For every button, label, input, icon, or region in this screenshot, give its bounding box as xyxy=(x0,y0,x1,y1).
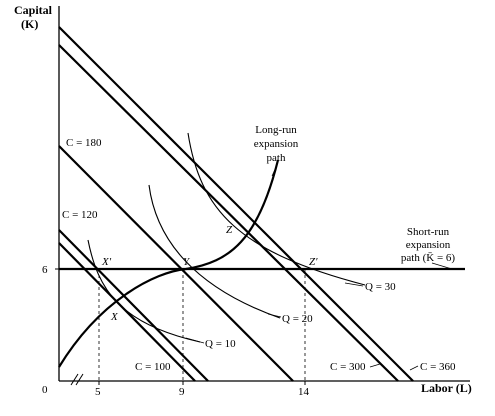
long-run-label-line-3: path xyxy=(267,152,286,164)
short-run-label-line-2: expansion xyxy=(406,239,451,251)
point-label-z: Z xyxy=(226,224,233,236)
short-run-label-line-1: Short-run xyxy=(407,226,450,238)
leader-c300 xyxy=(369,363,381,368)
isoquant-label-q30: Q = 30 xyxy=(365,281,396,293)
leader-q20 xyxy=(267,313,282,318)
x-tick-label-14: 14 xyxy=(298,386,310,398)
x-tick-label-9: 9 xyxy=(179,386,185,398)
isoquant-label-q20: Q = 20 xyxy=(282,313,313,325)
x-axis-title: Labor (L) xyxy=(421,381,472,395)
point-label-x: X xyxy=(110,311,119,323)
isocost-label-c120: C = 120 xyxy=(62,209,98,221)
axis-break-mark xyxy=(75,373,84,386)
isocost-line-c100 xyxy=(58,242,196,382)
isocost-label-c180: C = 180 xyxy=(66,137,102,149)
isoquant-q30 xyxy=(187,132,366,286)
axis-break-mark xyxy=(70,373,79,386)
leader-q10 xyxy=(185,337,205,344)
origin-label: 0 xyxy=(42,384,48,396)
leader-c360 xyxy=(409,365,419,371)
isocost-line-c120 xyxy=(58,229,209,382)
y-axis-title: Capital xyxy=(14,3,53,17)
leader-long-run xyxy=(271,166,277,177)
isoquant-q10 xyxy=(87,239,201,343)
isocost-label-c300: C = 300 xyxy=(330,361,366,373)
leader-q30 xyxy=(344,282,364,287)
isocost-line-c360 xyxy=(58,26,414,382)
long-run-label-line-2: expansion xyxy=(254,138,299,150)
isocost-line-c180 xyxy=(58,145,294,382)
isocost-line-c300 xyxy=(58,44,399,382)
isoquant-q20 xyxy=(148,184,281,319)
isoquant-label-q10: Q = 10 xyxy=(205,338,236,350)
short-run-label-line-3: path (K̄ = 6) xyxy=(401,252,455,264)
long-run-label-line-1: Long-run xyxy=(255,124,297,136)
y-axis-symbol: (K) xyxy=(21,17,38,31)
isocost-label-c100: C = 100 xyxy=(135,361,171,373)
x-tick-label-5: 5 xyxy=(95,386,101,398)
long-run-expansion-path xyxy=(58,159,280,368)
point-label-x-prime: X′ xyxy=(101,256,112,268)
isocost-label-c360: C = 360 xyxy=(420,361,456,373)
y-tick-label-6: 6 xyxy=(42,264,48,276)
leader-short-run xyxy=(431,262,453,270)
point-label-y: Y xyxy=(183,256,191,268)
point-label-z-prime: Z′ xyxy=(309,256,318,268)
